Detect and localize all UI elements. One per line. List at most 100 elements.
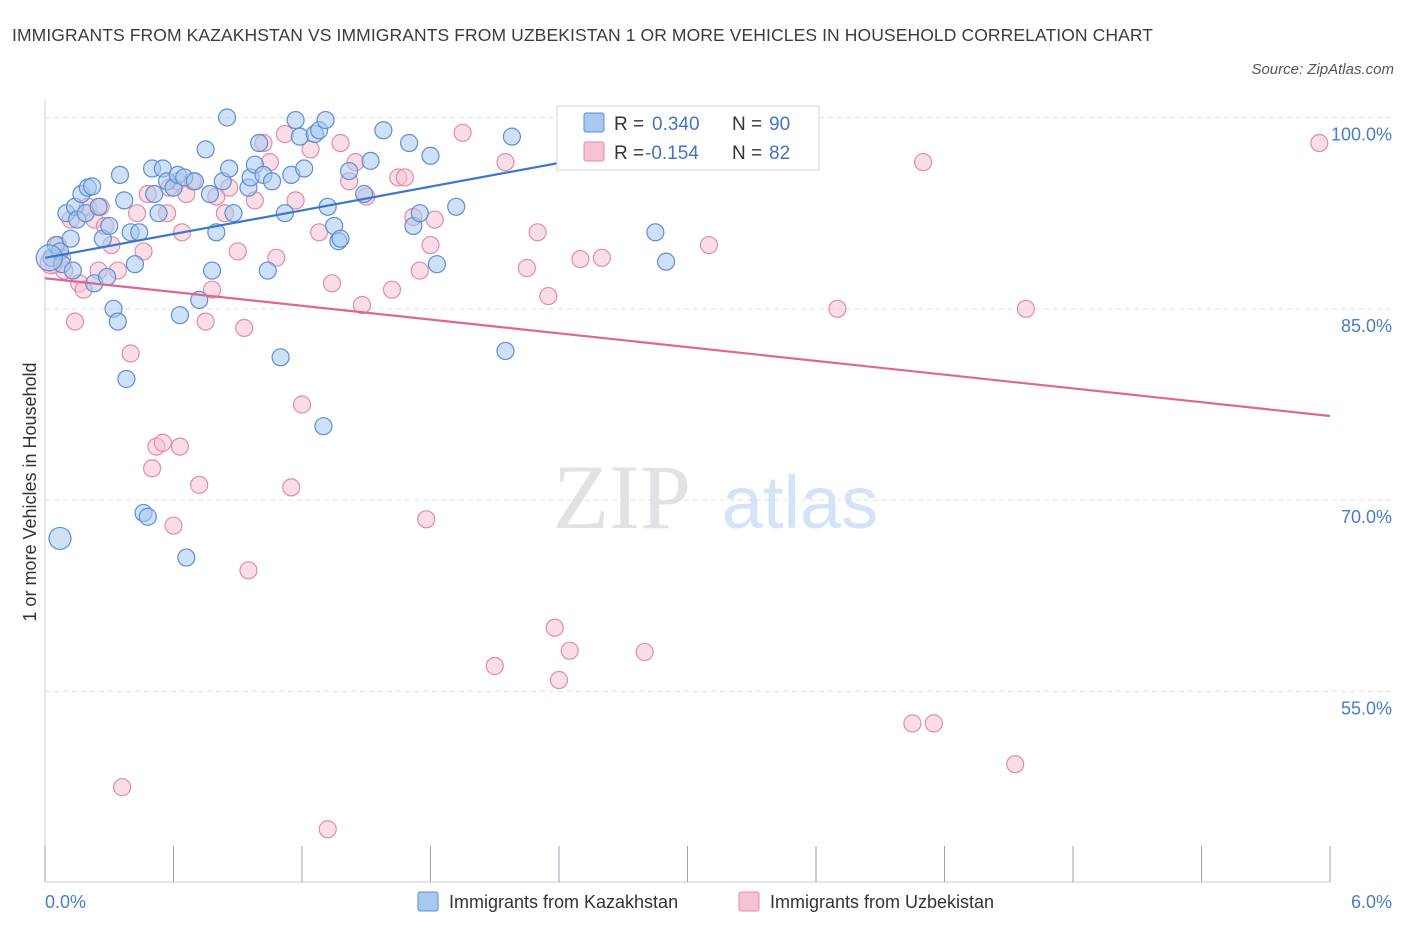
chart-title: IMMIGRANTS FROM KAZAKHSTAN VS IMMIGRANTS…: [12, 25, 1154, 45]
point-uzbekistan: [924, 714, 943, 733]
x-tick-labels: 0.0% 6.0%: [45, 892, 1392, 912]
point-uzbekistan: [127, 204, 147, 223]
point-uzbekistan: [592, 248, 611, 267]
point-kazakhstan: [115, 191, 134, 210]
point-uzbekistan: [549, 670, 569, 690]
point-uzbekistan: [65, 312, 85, 331]
legend-swatch-uzbekistan: [738, 891, 760, 912]
point-uzbekistan: [190, 475, 209, 494]
point-kazakhstan: [48, 526, 72, 551]
point-kazakhstan: [258, 261, 277, 280]
point-uzbekistan: [913, 153, 933, 172]
watermark-atlas: atlas: [722, 461, 878, 544]
stats-swatch-kazakhstan: [583, 112, 605, 133]
point-kazakhstan: [98, 267, 117, 287]
point-uzbekistan: [410, 261, 429, 280]
point-kazakhstan: [177, 548, 196, 567]
point-uzbekistan: [828, 299, 847, 318]
point-kazakhstan: [331, 229, 350, 248]
point-uzbekistan: [425, 210, 444, 229]
point-kazakhstan: [125, 255, 145, 274]
point-kazakhstan: [145, 184, 164, 204]
point-uzbekistan: [395, 168, 414, 187]
point-uzbekistan: [417, 510, 436, 529]
point-uzbekistan: [282, 478, 301, 497]
point-kazakhstan: [295, 159, 314, 178]
point-uzbekistan: [239, 561, 258, 580]
point-uzbekistan: [202, 280, 222, 299]
point-uzbekistan: [164, 516, 183, 535]
point-uzbekistan: [275, 124, 294, 144]
point-uzbekistan: [545, 618, 564, 637]
y-tick-labels: 100.0% 85.0% 70.0% 55.0%: [1331, 125, 1392, 719]
point-uzbekistan: [331, 133, 350, 153]
point-kazakhstan: [117, 369, 136, 389]
point-kazakhstan: [314, 417, 333, 436]
point-uzbekistan: [1006, 755, 1025, 774]
point-uzbekistan: [318, 820, 337, 839]
point-uzbekistan: [485, 656, 504, 676]
point-kazakhstan: [202, 261, 222, 280]
point-kazakhstan: [89, 197, 108, 216]
stats-r-value-uzbekistan: -0.154: [645, 143, 699, 164]
point-uzbekistan: [134, 242, 153, 261]
point-uzbekistan: [170, 437, 190, 456]
point-uzbekistan: [571, 249, 590, 269]
point-uzbekistan: [153, 433, 172, 452]
stats-n-value-kazakhstan: 90: [769, 114, 790, 135]
x-tick-label-end: 6.0%: [1351, 892, 1392, 912]
point-uzbekistan: [322, 274, 342, 293]
point-kazakhstan: [374, 121, 393, 140]
point-uzbekistan: [421, 235, 440, 255]
y-tick-label: 85.0%: [1341, 316, 1392, 336]
point-kazakhstan: [656, 252, 676, 271]
point-kazakhstan: [196, 140, 215, 159]
point-kazakhstan: [290, 127, 309, 146]
watermark-zip: ZIP: [553, 446, 691, 548]
point-kazakhstan: [410, 204, 429, 223]
series-kazakhstan-points: [35, 105, 813, 567]
point-kazakhstan: [502, 127, 521, 146]
point-kazakhstan: [361, 151, 380, 170]
source-label: Source: ZipAtlas.com: [1251, 61, 1394, 78]
point-kazakhstan: [399, 133, 419, 153]
point-uzbekistan: [310, 223, 329, 242]
point-kazakhstan: [170, 306, 190, 325]
point-kazakhstan: [447, 197, 466, 216]
point-kazakhstan: [421, 146, 440, 165]
point-uzbekistan: [903, 714, 922, 733]
point-uzbekistan: [1016, 299, 1035, 318]
point-kazakhstan: [262, 172, 282, 191]
point-uzbekistan: [235, 318, 254, 338]
point-uzbekistan: [517, 258, 536, 278]
point-kazakhstan: [220, 159, 239, 178]
y-tick-label: 100.0%: [1331, 125, 1392, 145]
point-uzbekistan: [286, 191, 305, 210]
point-kazakhstan: [110, 165, 130, 184]
stats-r-value-kazakhstan: 0.340: [652, 114, 700, 135]
x-tick-label-start: 0.0%: [45, 892, 86, 912]
point-kazakhstan: [271, 348, 290, 367]
point-uzbekistan: [560, 641, 579, 660]
point-uzbekistan: [142, 459, 162, 478]
y-axis-label: 1 or more Vehicles in Household: [20, 362, 40, 621]
trend-line-uzbekistan: [44, 277, 1331, 418]
point-uzbekistan: [699, 235, 719, 255]
point-kazakhstan: [224, 204, 243, 223]
point-uzbekistan: [121, 344, 140, 363]
point-kazakhstan: [100, 216, 119, 236]
point-kazakhstan: [250, 133, 269, 153]
point-uzbekistan: [292, 395, 312, 414]
point-uzbekistan: [539, 286, 558, 306]
legend-label-uzbekistan: Immigrants from Uzbekistan: [770, 892, 994, 912]
point-uzbekistan: [382, 280, 402, 299]
point-kazakhstan: [340, 161, 359, 181]
point-kazakhstan: [646, 223, 665, 242]
y-tick-label: 70.0%: [1341, 507, 1392, 527]
point-uzbekistan: [352, 295, 372, 315]
legend-swatch-kazakhstan: [417, 891, 439, 912]
stats-n-label-kazakhstan: N =: [732, 114, 762, 135]
axes: [44, 100, 1331, 883]
point-kazakhstan: [108, 312, 127, 331]
